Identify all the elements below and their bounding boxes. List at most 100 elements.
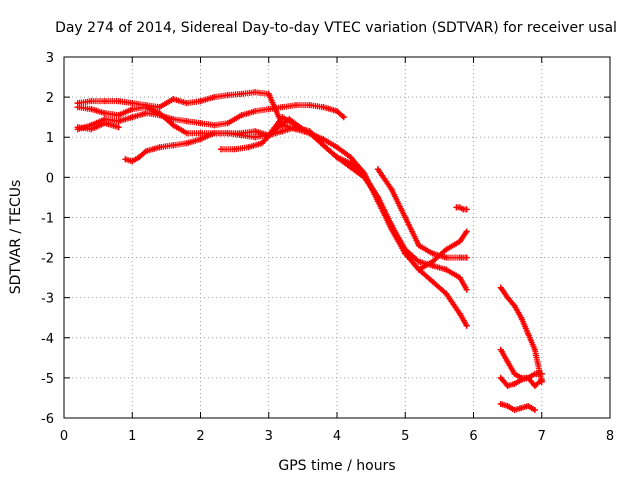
data-point: [306, 102, 313, 109]
data-point: [170, 96, 177, 103]
data-point: [334, 144, 340, 151]
data-point: [518, 376, 525, 383]
data-point: [402, 214, 409, 221]
data-point: [122, 156, 129, 163]
data-point: [183, 100, 190, 107]
x-tick-label: 2: [196, 429, 204, 444]
data-point: [518, 404, 525, 411]
series-track-1: [74, 89, 470, 329]
data-point: [511, 380, 518, 387]
data-point: [531, 370, 538, 377]
x-tick-label: 5: [401, 429, 409, 444]
data-point: [429, 250, 436, 257]
y-tick-label: -5: [41, 372, 54, 387]
data-point: [443, 266, 450, 273]
data-point: [197, 136, 204, 143]
data-point: [88, 106, 95, 113]
data-point: [525, 374, 532, 381]
data-point: [463, 206, 470, 213]
data-point: [279, 114, 286, 121]
data-point: [511, 370, 518, 377]
data-point: [170, 122, 177, 129]
x-tick-label: 8: [606, 429, 614, 444]
data-point: [497, 400, 504, 407]
data-point: [504, 358, 511, 365]
data-point: [511, 406, 518, 413]
y-axis-label: SDTVAR / TECUs: [8, 180, 24, 295]
y-tick-label: -1: [41, 211, 54, 226]
data-point: [497, 284, 504, 291]
data-point: [115, 112, 122, 119]
data-point: [463, 286, 470, 293]
data-point: [115, 98, 122, 105]
data-point: [156, 144, 163, 151]
data-point: [456, 274, 463, 281]
data-point: [245, 144, 252, 151]
y-tick-label: -2: [41, 252, 54, 267]
data-point: [129, 114, 136, 121]
data-point: [183, 118, 190, 125]
data-point: [415, 266, 422, 273]
tick-layer: 0 1 2 3 4 5 6 7 8 3 2 1 0 -1 -2 -3 -4 -5 -6: [41, 51, 614, 444]
data-point: [265, 90, 272, 97]
data-point: [142, 110, 149, 117]
data-point: [347, 154, 354, 161]
x-axis-label: GPS time / hours: [278, 458, 395, 474]
data-point: [101, 98, 108, 105]
series-track-11: [497, 374, 545, 389]
x-tick-label: 0: [60, 429, 68, 444]
y-tick-label: 0: [46, 171, 54, 186]
data-point: [538, 376, 545, 383]
x-tick-label: 1: [128, 429, 136, 444]
data-point: [279, 128, 286, 135]
series-track-5: [74, 120, 122, 133]
data-point: [156, 112, 163, 119]
series-track-7: [374, 166, 470, 261]
series-markers: [497, 401, 538, 413]
data-point: [238, 132, 245, 139]
data-point: [402, 250, 409, 257]
data-point: [170, 116, 177, 123]
data-point: [299, 126, 306, 133]
data-point: [361, 172, 368, 179]
data-point: [306, 128, 313, 135]
data-point: [334, 108, 340, 115]
x-tick-label: 6: [469, 429, 477, 444]
data-point: [320, 104, 327, 111]
data-point: [463, 322, 470, 329]
data-point: [286, 116, 293, 123]
data-point: [320, 142, 327, 149]
data-point: [129, 106, 136, 113]
data-point: [531, 346, 538, 353]
data-point: [129, 100, 136, 107]
data-point: [224, 130, 231, 137]
data-point: [504, 382, 511, 389]
data-point: [531, 406, 538, 413]
data-point: [142, 148, 149, 155]
data-point: [252, 108, 259, 115]
series-layer: [74, 89, 545, 413]
data-point: [374, 194, 381, 201]
y-tick-label: 3: [46, 51, 54, 66]
data-point: [88, 98, 95, 105]
data-point: [238, 90, 245, 97]
data-point: [101, 120, 108, 127]
data-point: [340, 114, 347, 121]
data-point: [320, 136, 327, 143]
data-point: [456, 204, 463, 211]
series-markers: [374, 166, 470, 261]
data-point: [88, 126, 95, 133]
data-point: [347, 160, 354, 167]
data-point: [504, 402, 511, 409]
data-point: [211, 130, 218, 137]
x-tick-label: 4: [333, 429, 341, 444]
data-point: [238, 112, 245, 119]
data-point: [170, 142, 177, 149]
data-point: [511, 302, 518, 309]
data-point: [129, 158, 136, 165]
data-point: [115, 118, 122, 125]
series-track-8: [453, 204, 470, 213]
y-tick-label: -4: [41, 332, 54, 347]
data-point: [279, 104, 286, 111]
